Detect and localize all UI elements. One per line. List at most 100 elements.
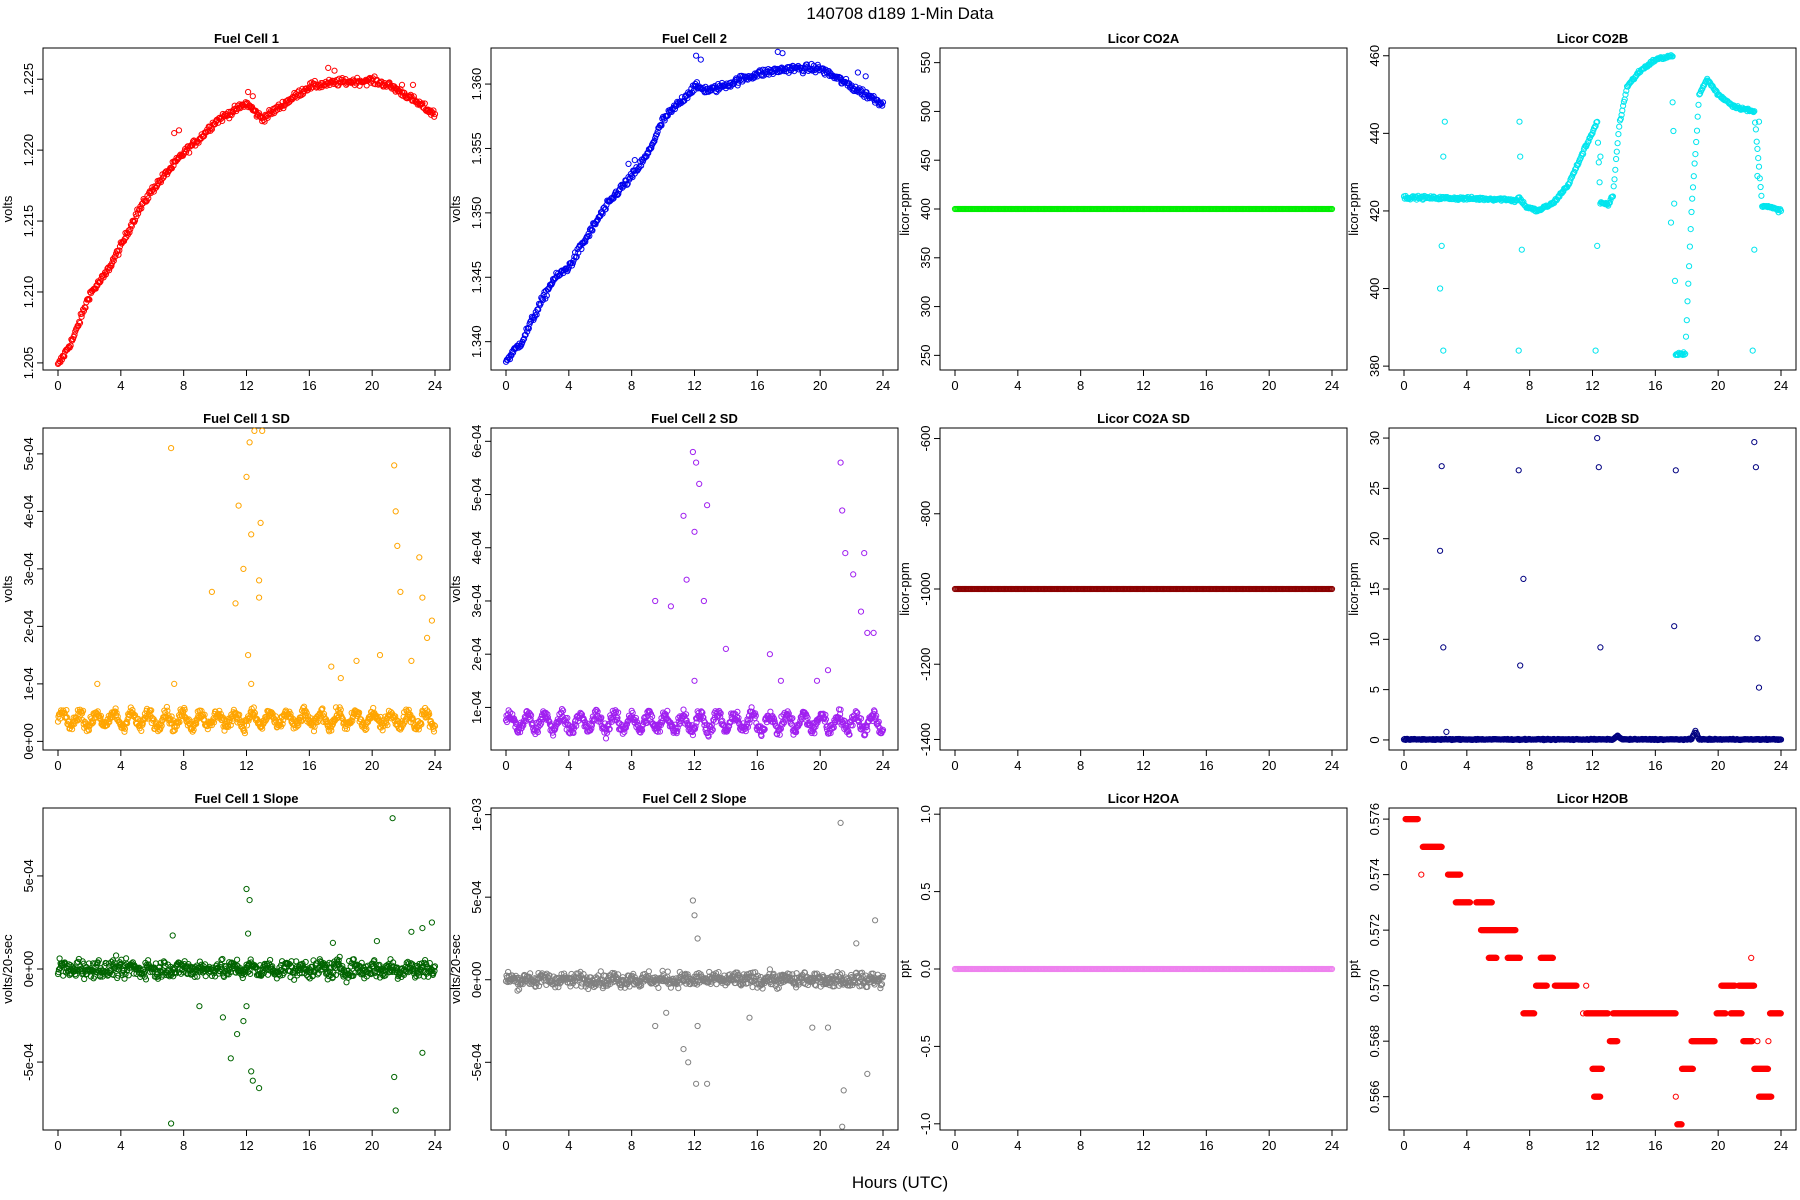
outlier-point — [1749, 347, 1756, 354]
data-points — [951, 585, 1336, 593]
data-point — [662, 711, 669, 718]
panel-title: Licor CO2A SD — [1097, 411, 1190, 426]
data-point — [1579, 150, 1586, 157]
data-point — [724, 726, 732, 733]
x-tick-label: 12 — [687, 378, 701, 393]
y-axis-label: licor-ppm — [897, 562, 912, 615]
data-point — [877, 99, 884, 106]
x-tick-label: 20 — [813, 378, 827, 393]
data-point — [1689, 184, 1697, 191]
outlier-point — [1440, 644, 1447, 651]
y-tick-label: 1.355 — [469, 132, 484, 165]
data-point — [112, 705, 119, 712]
data-point — [544, 711, 551, 718]
y-tick-label: 1.225 — [21, 63, 36, 96]
data-point — [683, 711, 690, 718]
data-point — [1694, 113, 1701, 120]
data-point — [652, 135, 659, 142]
data-point — [1328, 205, 1336, 213]
data-point — [658, 122, 665, 129]
y-tick-label: 1.345 — [469, 261, 484, 294]
data-point — [629, 709, 636, 717]
data-point — [328, 727, 335, 734]
x-tick-label: 4 — [1014, 378, 1021, 393]
panel-title: Licor CO2B SD — [1546, 411, 1639, 426]
data-point — [124, 720, 131, 727]
data-point — [798, 716, 805, 723]
outlier-point — [1754, 635, 1761, 642]
plot-frame — [490, 47, 899, 371]
data-point — [875, 718, 882, 725]
data-point — [306, 84, 313, 91]
data-point — [758, 732, 765, 740]
data-point — [528, 712, 535, 719]
panel-title: Licor CO2A — [1108, 31, 1180, 46]
data-point — [241, 730, 248, 737]
data-point — [586, 232, 593, 240]
data-point — [761, 726, 768, 734]
x-tick-label: 24 — [1774, 758, 1788, 773]
data-point — [425, 712, 432, 719]
outlier-point — [249, 93, 256, 100]
x-tick-label: 20 — [1262, 378, 1276, 393]
data-point — [572, 254, 580, 261]
data-point — [202, 973, 209, 980]
outlier-point — [232, 600, 239, 607]
outlier-point — [391, 83, 398, 90]
outlier-point — [409, 81, 417, 89]
y-axis-label: licor-ppm — [1346, 182, 1361, 235]
outlier-point — [398, 81, 406, 89]
data-point — [259, 118, 266, 125]
main-title: 140708 d189 1-Min Data — [806, 4, 994, 23]
x-tick-label: 12 — [1136, 378, 1150, 393]
x-tick-label: 0 — [1400, 758, 1407, 773]
outlier-point — [246, 439, 253, 446]
outlier-point — [693, 52, 700, 59]
data-point — [879, 726, 887, 734]
x-tick-label: 0 — [951, 378, 958, 393]
data-point — [303, 709, 310, 717]
data-point — [88, 720, 96, 727]
outlier-point — [704, 502, 711, 509]
data-point — [1618, 111, 1625, 119]
data-point — [1685, 280, 1692, 287]
outlier-point — [1437, 547, 1444, 554]
data-point — [589, 227, 596, 234]
data-point — [1686, 243, 1694, 250]
data-point — [337, 706, 344, 713]
outlier-point — [779, 50, 786, 57]
outlier-point — [416, 554, 423, 561]
data-point — [210, 719, 218, 726]
outlier-point — [722, 645, 730, 653]
data-point — [92, 285, 99, 292]
outlier-point — [394, 542, 401, 550]
outlier-point — [424, 634, 431, 642]
data-point — [671, 105, 679, 113]
data-point — [207, 127, 214, 134]
x-tick-label: 20 — [365, 758, 379, 773]
outlier-point — [245, 88, 252, 96]
data-point — [650, 138, 657, 146]
data-point — [115, 251, 122, 258]
outlier-point — [1752, 464, 1760, 471]
outlier-point — [257, 519, 264, 527]
data-point — [384, 722, 391, 729]
data-point — [426, 108, 433, 115]
data-point — [543, 292, 550, 299]
y-tick-label: 0e+00 — [21, 951, 36, 988]
y-tick-label: 1.210 — [21, 276, 36, 309]
x-tick-label: 0 — [54, 758, 61, 773]
x-tick-label: 8 — [1077, 378, 1084, 393]
y-tick-label: -1200 — [918, 648, 933, 681]
data-point — [1696, 91, 1703, 98]
data-point — [615, 709, 622, 716]
data-point — [746, 719, 753, 726]
y-axis-label: volts — [448, 195, 463, 222]
y-tick-label: 1e-04 — [21, 667, 36, 700]
data-point — [85, 295, 92, 303]
y-axis-label: volts/20-sec — [0, 934, 15, 1004]
data-point — [549, 279, 556, 286]
outlier-point — [428, 617, 435, 624]
